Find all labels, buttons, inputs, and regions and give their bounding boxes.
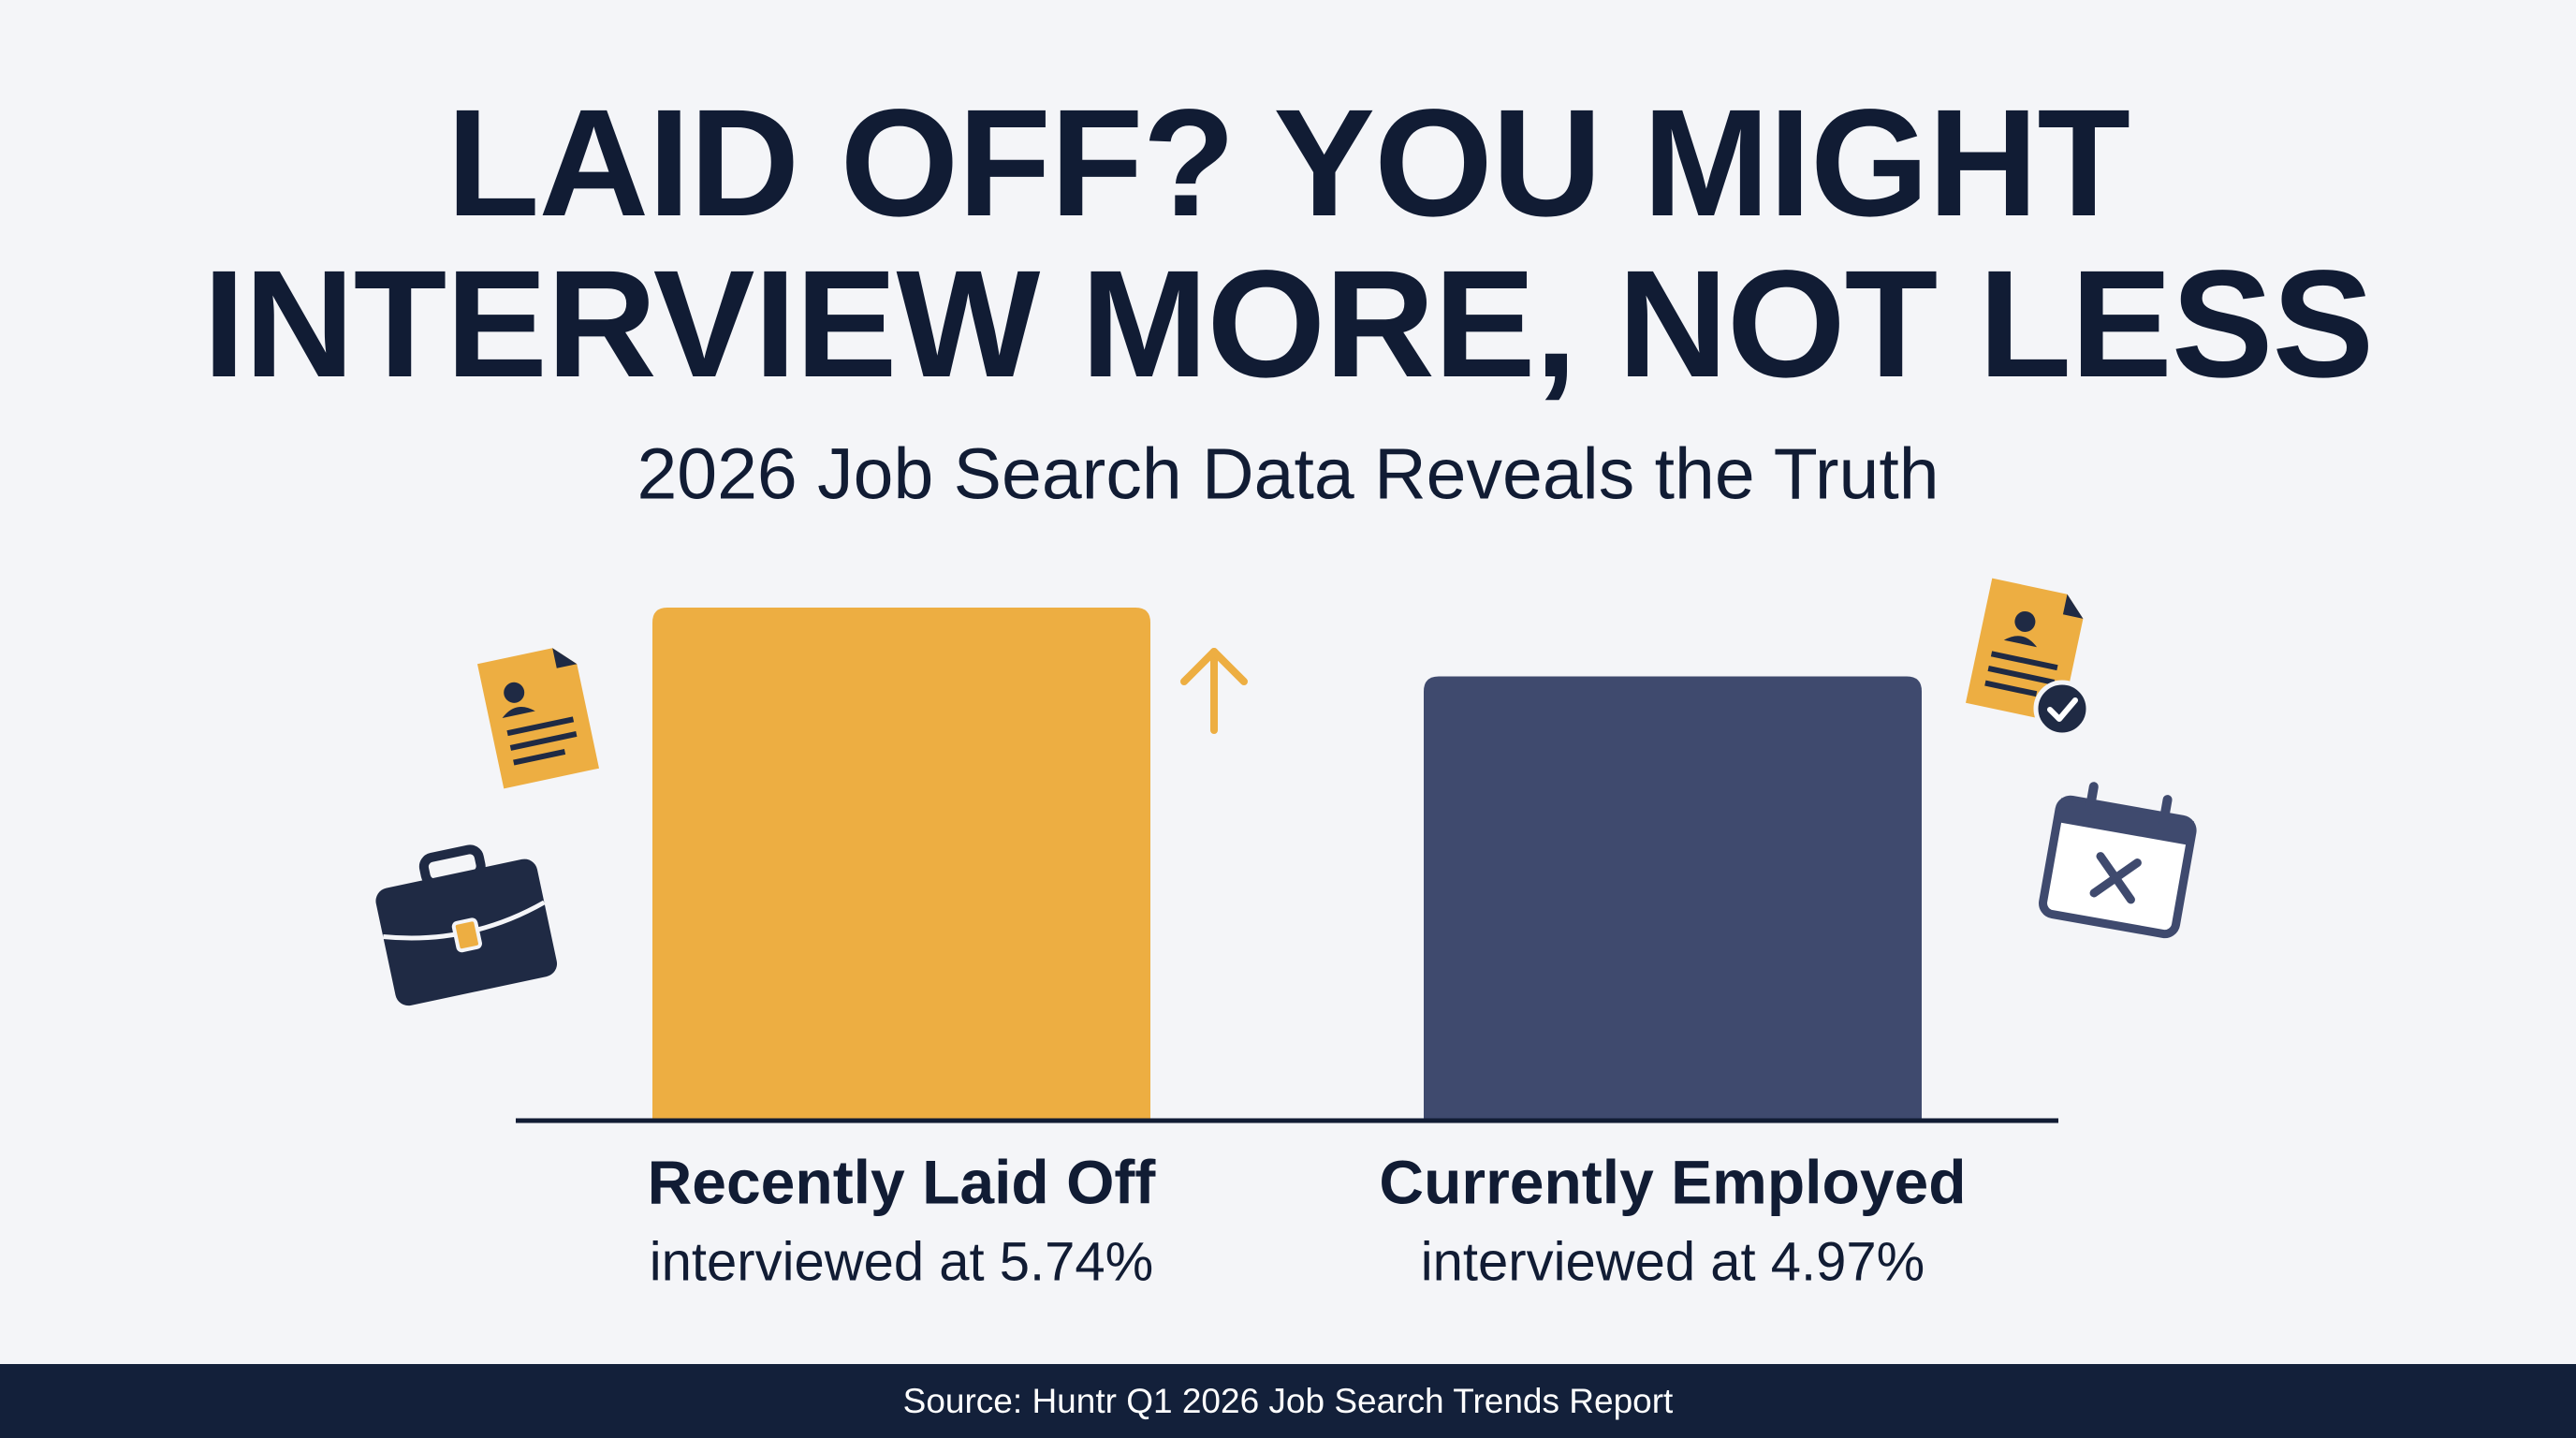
category-label: Currently Employed	[1379, 1147, 1966, 1216]
chart-subtitle: 2026 Job Search Data Reveals the Truth	[637, 433, 1939, 514]
value-label: interviewed at 4.97%	[1421, 1231, 1925, 1292]
footer-bar	[0, 1364, 2576, 1438]
chart-title: LAID OFF? YOU MIGHT INTERVIEW MORE, NOT …	[202, 77, 2375, 409]
arrow-up-icon	[1180, 648, 1248, 734]
value-label: interviewed at 5.74%	[650, 1231, 1153, 1292]
check-badge-icon	[2033, 680, 2091, 738]
source-note: Source: Huntr Q1 2026 Job Search Trends …	[903, 1382, 1674, 1420]
resume-icon	[476, 648, 600, 789]
bar	[1424, 676, 1922, 1121]
bar	[652, 608, 1150, 1121]
resume-check-icon	[1965, 578, 2084, 724]
briefcase-icon	[375, 844, 558, 1006]
category-label: Recently Laid Off	[648, 1147, 1157, 1216]
calendar-icon	[2039, 782, 2197, 939]
